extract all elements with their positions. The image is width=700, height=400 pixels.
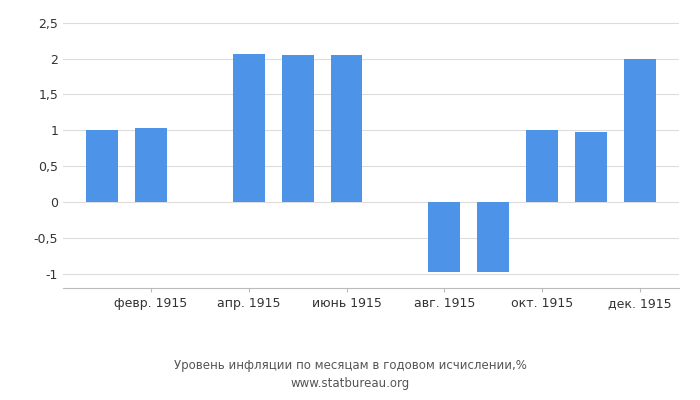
Bar	[575, 132, 607, 202]
Text: Уровень инфляции по месяцам в годовом исчислении,%: Уровень инфляции по месяцам в годовом ис…	[174, 360, 526, 372]
Bar	[624, 58, 656, 202]
Text: www.statbureau.org: www.statbureau.org	[290, 378, 410, 390]
Bar	[86, 130, 118, 202]
Bar	[477, 202, 509, 272]
Bar	[135, 128, 167, 202]
Bar	[428, 202, 460, 272]
Bar	[233, 54, 265, 202]
Bar	[282, 55, 314, 202]
Bar	[330, 55, 363, 202]
Bar	[526, 130, 558, 202]
